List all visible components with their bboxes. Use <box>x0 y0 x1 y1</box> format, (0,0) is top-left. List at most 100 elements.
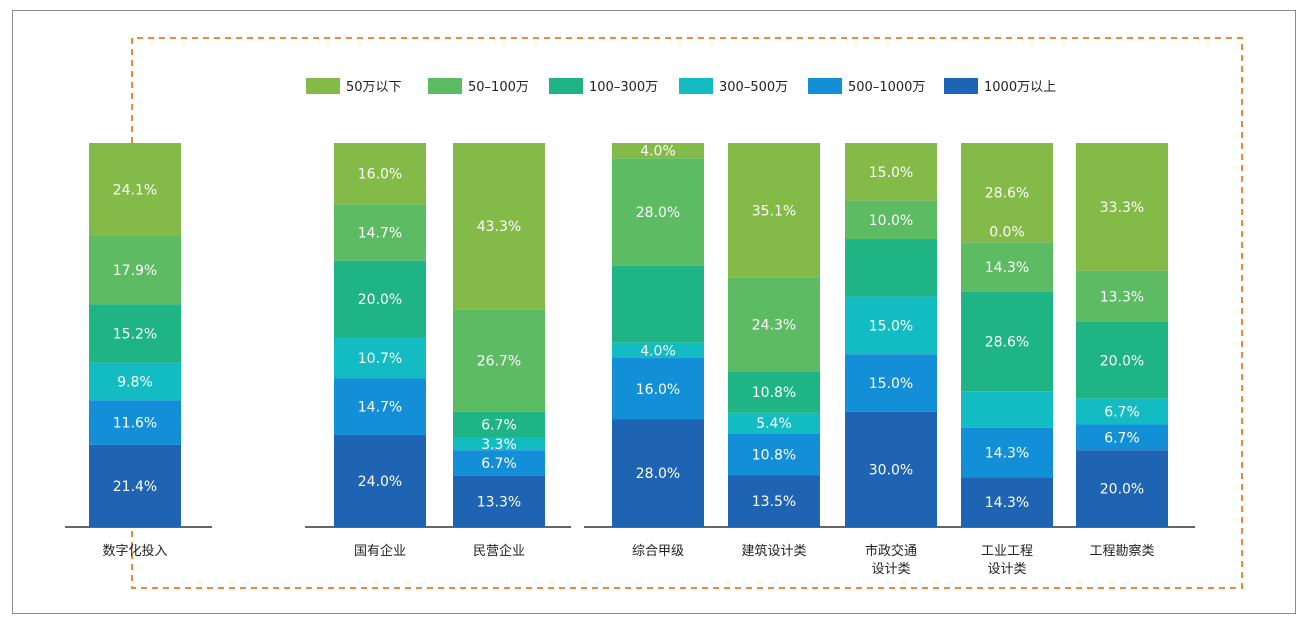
bar-segment-6-4 <box>845 296 937 355</box>
bar-segment-2-1 <box>334 143 426 205</box>
bar-segment-1-2 <box>89 235 181 305</box>
category-label-1: 数字化投入 <box>102 543 167 559</box>
bar-segment-1-6 <box>89 444 181 527</box>
segment-label-5-4: 5.4% <box>756 416 792 432</box>
legend-label-4: 300–500万 <box>719 80 788 95</box>
legend-label-5: 500–1000万 <box>848 80 925 95</box>
bar-segment-6-5 <box>845 354 937 412</box>
segment-label-6-1: 15.0% <box>869 165 913 181</box>
segment-label-4-1: 4.0% <box>640 144 676 160</box>
segment-label-2-1: 16.0% <box>358 167 402 183</box>
segment-label-7-2-a: 0.0% <box>989 224 1025 240</box>
segment-label-5-5: 10.8% <box>752 447 796 463</box>
bar-segment-6-6 <box>845 411 937 527</box>
legend-swatch-2 <box>428 78 462 94</box>
bar-segment-6-1 <box>845 143 937 201</box>
dashed-highlight-border <box>131 37 1243 589</box>
bar-segment-3-2 <box>453 309 545 412</box>
segment-label-1-4: 9.8% <box>117 374 153 390</box>
segment-label-1-3: 15.2% <box>113 326 157 342</box>
legend-swatch-4 <box>679 78 713 94</box>
segment-label-4-6: 28.0% <box>636 466 680 482</box>
segment-label-4-2: 28.0% <box>636 205 680 221</box>
bar-segment-2-5 <box>334 378 426 435</box>
bar-segment-4-6 <box>612 419 704 527</box>
bar-segment-3-4 <box>453 437 545 451</box>
bar-segment-5-5 <box>728 433 820 476</box>
segment-label-1-6: 21.4% <box>113 479 157 495</box>
category-label-6-line-2: 设计类 <box>871 562 910 577</box>
legend-swatch-5 <box>808 78 842 94</box>
segment-label-5-2: 24.3% <box>752 318 796 334</box>
segment-label-3-4: 3.3% <box>481 437 517 453</box>
bar-segment-2-3 <box>334 260 426 338</box>
segment-label-7-3: 28.6% <box>985 335 1029 351</box>
bar-segment-7-6 <box>961 477 1053 527</box>
bar-segment-4-3 <box>612 265 704 343</box>
segment-label-3-6: 13.3% <box>477 494 521 510</box>
bar-segment-8-3 <box>1076 321 1168 399</box>
bar-segment-8-4 <box>1076 398 1168 425</box>
segment-label-6-5: 15.0% <box>869 376 913 392</box>
legend-swatch-6 <box>944 78 978 94</box>
category-label-7-line-2: 设计类 <box>987 562 1026 577</box>
bar-segment-1-4 <box>89 362 181 401</box>
bar-segment-1-3 <box>89 304 181 363</box>
segment-label-7-1: 28.6% <box>985 186 1029 202</box>
bar-segment-7-5 <box>961 427 1053 478</box>
bar-segment-3-5 <box>453 450 545 476</box>
segment-label-8-2: 13.3% <box>1100 289 1144 305</box>
legend-label-3: 100–300万 <box>589 80 658 95</box>
segment-label-3-3: 6.7% <box>481 418 517 434</box>
segment-label-6-6: 30.0% <box>869 462 913 478</box>
segment-label-5-1: 35.1% <box>752 203 796 219</box>
bar-segment-5-4 <box>728 412 820 434</box>
segment-label-2-4: 10.7% <box>358 351 402 367</box>
segment-label-2-6: 24.0% <box>358 474 402 490</box>
segment-label-1-2: 17.9% <box>113 263 157 279</box>
bar-segment-3-3 <box>453 411 545 438</box>
bar-segment-5-6 <box>728 475 820 527</box>
category-label-5: 建筑设计类 <box>741 543 806 559</box>
bar-segment-7-4 <box>961 391 1053 428</box>
bar-segment-7-2 <box>961 242 1053 292</box>
segment-label-2-5: 14.7% <box>358 400 402 416</box>
category-label-3: 民营企业 <box>473 543 525 559</box>
category-label-8: 工程勘察类 <box>1089 544 1154 559</box>
legend-label-2: 50–100万 <box>468 80 529 95</box>
segment-label-4-5: 16.0% <box>636 382 680 398</box>
segment-label-4-4: 4.0% <box>640 343 676 359</box>
bar-segment-5-1 <box>728 143 820 278</box>
category-label-7-line-1: 工业工程 <box>981 544 1033 559</box>
bar-segment-6-2 <box>845 200 937 239</box>
segment-label-5-3: 10.8% <box>752 385 796 401</box>
segment-label-8-6: 20.0% <box>1100 482 1144 498</box>
segment-label-8-4: 6.7% <box>1104 405 1140 421</box>
legend-swatch-3 <box>549 78 583 94</box>
segment-label-7-2-b: 14.3% <box>985 260 1029 276</box>
bar-segment-4-2 <box>612 158 704 266</box>
bar-segment-8-1 <box>1076 143 1168 271</box>
segment-label-2-3: 20.0% <box>358 292 402 308</box>
segment-label-8-5: 6.7% <box>1104 430 1140 446</box>
segment-label-1-5: 11.6% <box>113 416 157 432</box>
bar-segment-1-5 <box>89 400 181 445</box>
bar-segment-2-2 <box>334 204 426 261</box>
segment-label-6-4: 15.0% <box>869 318 913 334</box>
bar-segment-4-1 <box>612 143 704 159</box>
segment-label-7-6: 14.3% <box>985 495 1029 511</box>
category-label-4: 综合甲级 <box>632 544 684 559</box>
bar-segment-4-4 <box>612 342 704 359</box>
bar-segment-4-5 <box>612 358 704 420</box>
bar-segment-5-2 <box>728 277 820 372</box>
bar-segment-7-3 <box>961 291 1053 392</box>
segment-label-2-2: 14.7% <box>358 226 402 242</box>
bar-segment-3-6 <box>453 475 545 527</box>
segment-label-5-6: 13.5% <box>752 494 796 510</box>
bar-segment-5-3 <box>728 371 820 413</box>
segment-label-3-2: 26.7% <box>477 354 521 370</box>
category-label-6-line-1: 市政交通 <box>865 543 917 559</box>
bar-segment-2-6 <box>334 434 426 527</box>
bar-segment-8-6 <box>1076 450 1168 527</box>
